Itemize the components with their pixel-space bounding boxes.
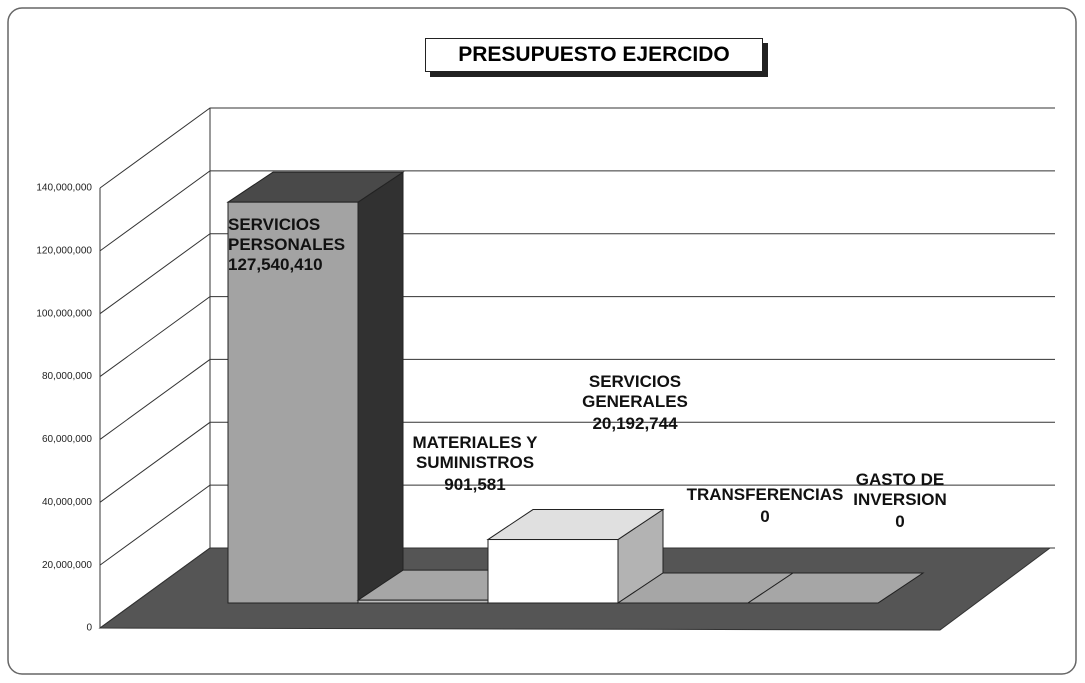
category-label: MATERIALES Y SUMINISTROS [412, 433, 538, 472]
y-tick-label: 60,000,000 [42, 434, 92, 445]
bar [357, 599, 489, 604]
y-tick-label: 20,000,000 [42, 560, 92, 571]
bar [227, 201, 359, 604]
y-tick-label: 120,000,000 [36, 245, 92, 256]
grid-line [99, 484, 1055, 566]
y-tick-label: 0 [86, 623, 92, 634]
y-tick-label: 140,000,000 [36, 183, 92, 194]
bar-top [746, 572, 925, 604]
grid-line [99, 358, 1055, 440]
value-label: 0 [895, 512, 905, 531]
category-label: GASTO DE INVERSION [853, 470, 947, 509]
grid-line [99, 170, 1055, 252]
y-tick-label: 100,000,000 [36, 308, 92, 319]
category-label: SERVICIOS GENERALES [582, 372, 688, 411]
grid-line [99, 296, 1055, 377]
value-label: 127,540,410 [228, 255, 323, 274]
value-label: 20,192,744 [592, 414, 678, 433]
value-label: 0 [760, 507, 770, 526]
grid-line [99, 421, 1055, 503]
value-label: 901,581 [444, 475, 506, 494]
y-tick-label: 40,000,000 [42, 497, 92, 508]
grid-line [99, 233, 1055, 315]
chart-title: PRESUPUESTO EJERCIDO [425, 38, 763, 72]
grid-line [99, 547, 1055, 629]
bar-side [357, 171, 404, 604]
y-tick-label: 80,000,000 [42, 371, 92, 382]
category-label: SERVICIOS PERSONALES [228, 215, 346, 254]
category-label: TRANSFERENCIAS [686, 485, 844, 504]
bar [487, 539, 619, 604]
grid-line [99, 107, 1055, 189]
